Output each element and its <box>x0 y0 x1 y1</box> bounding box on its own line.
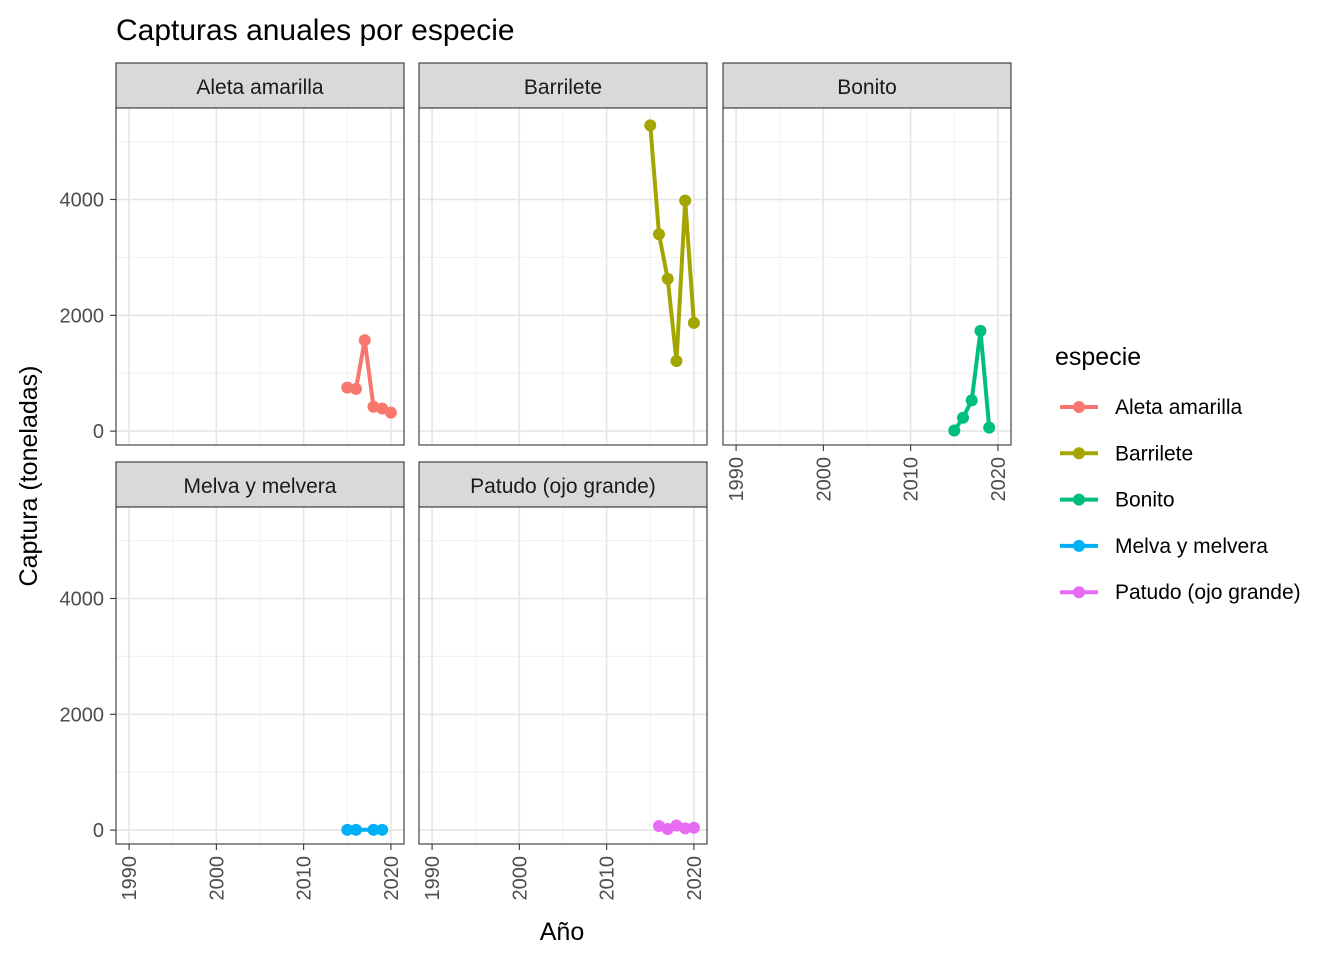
panel-border <box>115 107 405 446</box>
x-tick-label: 2020 <box>988 457 1010 502</box>
panel-border <box>418 506 708 845</box>
panel-border <box>115 506 405 845</box>
x-tick-label: 2000 <box>206 856 228 901</box>
x-tick-label: 1990 <box>726 457 748 502</box>
x-tick-label: 2000 <box>509 856 531 901</box>
data-point <box>974 324 987 337</box>
y-axis-title: Captura (toneladas) <box>15 366 43 587</box>
data-point <box>957 411 969 424</box>
data-point <box>965 394 978 407</box>
data-point <box>376 823 389 836</box>
facet-strip-label: Bonito <box>837 76 897 99</box>
legend-item: Aleta amarilla <box>1060 396 1243 419</box>
legend-label: Barrilete <box>1115 442 1193 465</box>
legend-item: Barrilete <box>1060 442 1193 465</box>
facet-strip <box>722 62 1012 109</box>
x-axis-title: Año <box>540 918 584 946</box>
x-tick-label: 2020 <box>381 856 403 901</box>
legend-label: Patudo (ojo grande) <box>1115 581 1301 604</box>
legend-key-point <box>1073 447 1085 460</box>
data-point <box>653 228 665 241</box>
facet-strip <box>115 461 405 508</box>
legend-label: Bonito <box>1115 489 1175 512</box>
y-tick-label: 4000 <box>60 189 105 211</box>
data-point <box>670 355 683 368</box>
legend: especie Aleta amarilla Barrilete Bonito Mel… <box>1055 343 1301 604</box>
data-point <box>687 316 700 329</box>
data-point <box>350 382 362 395</box>
y-tick-label: 0 <box>93 421 104 443</box>
facet-panel: Barrilete <box>418 62 708 446</box>
data-point <box>350 823 362 836</box>
data-point <box>341 381 354 394</box>
facet-strip-label: Melva y melvera <box>184 475 337 498</box>
x-tick-label: 2010 <box>901 457 923 502</box>
legend-key-point <box>1073 539 1085 552</box>
legend-label: Melva y melvera <box>1115 535 1268 558</box>
data-point <box>661 272 674 285</box>
data-point <box>948 424 961 437</box>
facet-panels: Aleta amarilla 0 2000 4000 Barrilete Bonito 19… <box>60 62 1012 901</box>
legend-key-point <box>1073 586 1085 599</box>
y-tick-label: 0 <box>93 820 104 842</box>
y-tick-label: 2000 <box>60 704 105 726</box>
facet-panel: Aleta amarilla 0 2000 4000 <box>60 62 405 446</box>
facet-strip <box>418 62 708 109</box>
legend-item: Bonito <box>1060 489 1175 512</box>
x-tick-label: 2010 <box>294 856 316 901</box>
x-tick-label: 2000 <box>813 457 835 502</box>
facet-strip <box>115 62 405 109</box>
series-line <box>648 123 696 363</box>
data-point <box>983 421 996 434</box>
data-point <box>367 823 380 836</box>
x-tick-label: 2010 <box>597 856 619 901</box>
facet-strip-label: Patudo (ojo grande) <box>470 475 656 498</box>
legend-item: Melva y melvera <box>1060 535 1268 558</box>
legend-key-point <box>1073 401 1085 413</box>
panel-border <box>418 107 708 446</box>
data-point <box>384 406 397 419</box>
chart-title: Capturas anuales por especie <box>116 14 515 47</box>
facet-panel: Patudo (ojo grande) 1990 2000 2010 2020 <box>418 461 708 901</box>
legend-title: especie <box>1055 343 1141 371</box>
data-point <box>644 119 657 132</box>
data-point <box>687 821 700 834</box>
facet-strip-label: Aleta amarilla <box>196 76 324 99</box>
facet-panel: Bonito 1990 2000 2010 2020 <box>722 62 1012 502</box>
legend-label: Aleta amarilla <box>1115 396 1243 419</box>
facet-strip-label: Barrilete <box>524 76 602 99</box>
legend-key-point <box>1073 493 1085 506</box>
data-point <box>679 194 692 207</box>
x-tick-label: 1990 <box>119 856 141 901</box>
x-tick-label: 1990 <box>422 856 444 901</box>
y-tick-label: 2000 <box>60 305 105 327</box>
data-point <box>341 823 354 836</box>
x-tick-label: 2020 <box>684 856 706 901</box>
panel-border <box>722 107 1012 446</box>
data-point <box>679 822 692 835</box>
data-point <box>358 334 371 347</box>
y-tick-label: 4000 <box>60 588 105 610</box>
facet-panel: Melva y melvera 0 2000 4000 1990 2000 2010 2020 <box>60 461 405 901</box>
legend-item: Patudo (ojo grande) <box>1060 581 1301 604</box>
